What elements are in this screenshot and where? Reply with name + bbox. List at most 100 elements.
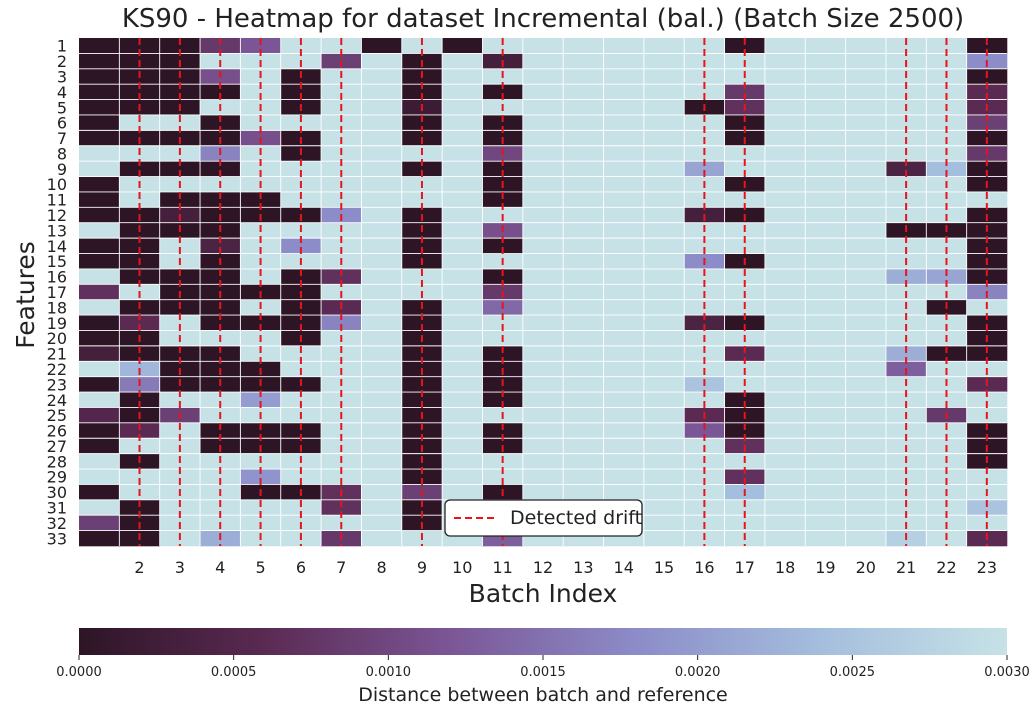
heatmap-cell [79,407,120,424]
heatmap-cell [845,499,887,516]
y-tick-label: 11 [47,191,67,210]
colorbar-label: Distance between batch and reference [358,684,728,706]
heatmap-cells [79,38,1008,547]
heatmap-cell [159,499,201,516]
heatmap-cell [643,515,685,531]
heatmap-cell [805,469,846,485]
heatmap-cell [240,345,282,362]
heatmap-cell [684,84,725,100]
heatmap-cell [724,38,766,54]
heatmap-cell [643,176,685,193]
heatmap-cell [643,53,685,70]
heatmap-cell [361,422,403,439]
heatmap-cell [684,345,725,362]
colorbar-tick-label: 0.0000 [56,665,102,680]
heatmap-cell [764,191,806,208]
heatmap-cell [79,515,120,531]
heatmap-cell [563,407,604,424]
heatmap-cell [805,453,846,470]
heatmap-cell [603,422,645,439]
heatmap-cell [724,392,766,408]
heatmap-cell [401,38,443,54]
heatmap-cell [79,422,120,439]
heatmap-cell [361,68,403,85]
heatmap-cell [361,191,403,208]
heatmap-cell [926,422,967,439]
heatmap-cell [79,238,120,254]
heatmap-cell [522,130,564,147]
heatmap-cell [482,268,524,285]
y-tick-label: 1 [57,37,67,56]
legend-box [444,499,643,537]
y-tick-label: 31 [47,499,67,518]
heatmap-cell [442,484,483,501]
heatmap-cell [79,484,120,501]
heatmap-cell [603,361,645,377]
heatmap-cell [764,438,806,454]
heatmap-cell [966,315,1008,331]
heatmap-cell [563,345,604,362]
heatmap-cell [361,376,403,393]
heatmap-cell [401,469,443,485]
heatmap-cell [764,68,806,85]
heatmap-cell [321,114,362,131]
heatmap-cell [79,176,120,193]
heatmap-cell [240,499,282,516]
heatmap-cell [603,99,645,116]
heatmap-cell [643,299,685,316]
heatmap-cell [845,330,887,347]
heatmap-cell [522,469,564,485]
heatmap-cell [321,238,362,254]
heatmap-cell [643,238,685,254]
heatmap-cell [764,361,806,377]
heatmap-cell [79,284,120,300]
heatmap-cell [200,38,241,54]
heatmap-cell [966,238,1008,254]
heatmap-cell [442,38,483,54]
heatmap-cell [79,84,120,100]
heatmap-cell [603,253,645,270]
heatmap-cell [805,315,846,331]
heatmap-cell [159,392,201,408]
heatmap-cell [643,453,685,470]
heatmap-cell [522,438,564,454]
y-tick-label: 18 [47,298,67,317]
heatmap-cell [643,161,685,177]
y-tick-label: 9 [57,160,67,179]
heatmap-cell [563,284,604,300]
heatmap-cell [885,392,927,408]
heatmap-cell [845,253,887,270]
heatmap-cell [442,361,483,377]
heatmap-cell [79,145,120,162]
heatmap-cell [79,438,120,454]
heatmap-cell [563,238,604,254]
y-tick-label: 22 [47,360,67,379]
heatmap-cell [522,299,564,316]
heatmap-cell [845,68,887,85]
heatmap-cell [79,161,120,177]
heatmap-cell [79,130,120,147]
heatmap-cell [280,392,322,408]
heatmap-cell [643,330,685,347]
heatmap-cell [361,253,403,270]
heatmap-cell [442,453,483,470]
heatmap-cell [361,99,403,116]
heatmap-cell [159,161,201,177]
heatmap-cell [442,145,483,162]
heatmap-cell [361,299,403,316]
heatmap-cell [885,161,927,177]
heatmap-cell [764,530,806,547]
heatmap-cell [926,268,967,285]
x-tick-label: 15 [654,558,674,577]
heatmap-cell [603,145,645,162]
x-tick-label: 8 [377,558,387,577]
heatmap-cell [563,84,604,100]
heatmap-cell [321,345,362,362]
y-tick-label: 4 [57,83,67,102]
heatmap-cell [482,38,524,54]
heatmap-cell [724,469,766,485]
heatmap-cell [764,284,806,300]
heatmap-cell [643,392,685,408]
heatmap-cell [643,361,685,377]
heatmap-cell [442,284,483,300]
